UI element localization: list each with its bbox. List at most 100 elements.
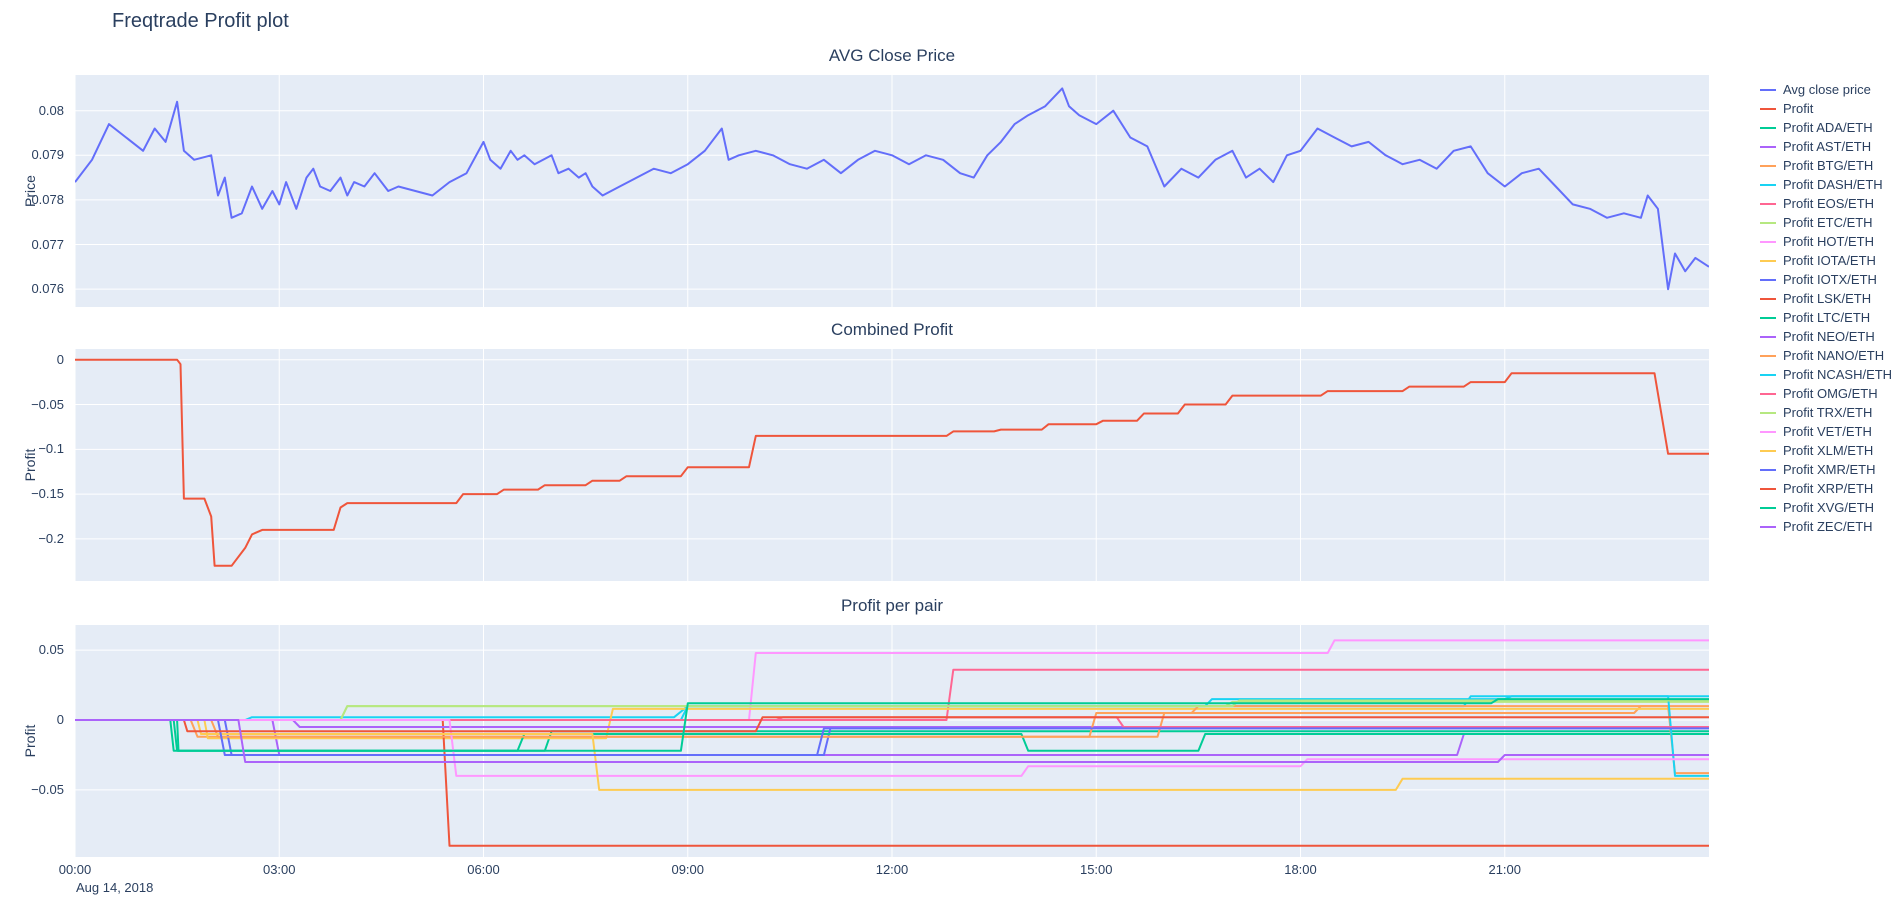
legend-item-profit-xrp-eth[interactable]: Profit XRP/ETH: [1760, 479, 1892, 498]
legend-label: Profit EOS/ETH: [1783, 196, 1875, 211]
series-profit: [75, 358, 1709, 567]
legend-line-swatch: [1760, 126, 1776, 129]
legend-label: Profit XRP/ETH: [1783, 481, 1874, 496]
legend-line-swatch: [1760, 449, 1776, 452]
legend-item-profit-etc-eth[interactable]: Profit ETC/ETH: [1760, 213, 1892, 232]
y-tick-label: 0.078: [31, 191, 64, 207]
plot-area-combined-profit[interactable]: [75, 349, 1709, 581]
legend-label: Profit XVG/ETH: [1783, 500, 1875, 515]
series-profit-vet-eth: [75, 719, 1709, 777]
legend-item-profit-zec-eth[interactable]: Profit ZEC/ETH: [1760, 517, 1892, 536]
legend-line-swatch: [1760, 107, 1776, 110]
subplot-title-profit-per-pair: Profit per pair: [840, 596, 944, 615]
legend-item-profit-iotx-eth[interactable]: Profit IOTX/ETH: [1760, 270, 1892, 289]
series-profit-zec-eth: [75, 719, 1709, 763]
legend-item-profit-ada-eth[interactable]: Profit ADA/ETH: [1760, 118, 1892, 137]
y-tick-label: −0.2: [38, 530, 64, 546]
series-avg-close-price: [75, 87, 1709, 291]
subplot-title-combined-profit: Combined Profit: [831, 320, 953, 339]
legend-item-profit-trx-eth[interactable]: Profit TRX/ETH: [1760, 403, 1892, 422]
legend-label: Profit IOTX/ETH: [1783, 272, 1877, 287]
legend-label: Profit AST/ETH: [1783, 139, 1872, 154]
legend-line-swatch: [1760, 88, 1776, 91]
x-tick-label: 18:00: [1284, 862, 1317, 877]
y-tick-label: 0.076: [31, 281, 64, 297]
legend-item-profit-xmr-eth[interactable]: Profit XMR/ETH: [1760, 460, 1892, 479]
y-tick-label: 0.079: [31, 147, 64, 163]
subplot-title-avg-close-price: AVG Close Price: [828, 46, 956, 65]
legend-item-profit-xvg-eth[interactable]: Profit XVG/ETH: [1760, 498, 1892, 517]
y-axis-tick-labels-profit-per-pair: 0.05 0 −0.05: [0, 625, 75, 857]
y-tick-label: 0.08: [38, 102, 64, 118]
legend-label: Profit HOT/ETH: [1783, 234, 1875, 249]
legend-item-avg-close-price[interactable]: Avg close price: [1760, 80, 1892, 99]
plot-area-avg-close-price[interactable]: [75, 75, 1709, 307]
legend-item-profit[interactable]: Profit: [1760, 99, 1892, 118]
x-tick-label: 03:00: [262, 862, 296, 877]
y-tick-label: −0.1: [38, 441, 64, 457]
legend-label: Profit LSK/ETH: [1783, 291, 1872, 306]
x-axis-date-label: Aug 14, 2018: [76, 880, 154, 895]
series-profit-ncash-eth: [75, 695, 1709, 777]
legend-line-swatch: [1760, 430, 1776, 433]
legend-item-profit-neo-eth[interactable]: Profit NEO/ETH: [1760, 327, 1892, 346]
legend: Avg close price Profit Profit ADA/ETH Profi…: [1760, 80, 1892, 536]
legend-item-profit-omg-eth[interactable]: Profit OMG/ETH: [1760, 384, 1892, 403]
legend-line-swatch: [1760, 487, 1776, 490]
legend-line-swatch: [1760, 392, 1776, 395]
y-axis-tick-labels-combined-profit: 0 −0.05 −0.1 −0.15 −0.2: [0, 349, 75, 581]
legend-line-swatch: [1760, 145, 1776, 148]
legend-line-swatch: [1760, 373, 1776, 376]
legend-item-profit-hot-eth[interactable]: Profit HOT/ETH: [1760, 232, 1892, 251]
legend-item-profit-lsk-eth[interactable]: Profit LSK/ETH: [1760, 289, 1892, 308]
legend-item-profit-xlm-eth[interactable]: Profit XLM/ETH: [1760, 441, 1892, 460]
legend-label: Profit NEO/ETH: [1783, 329, 1875, 344]
legend-line-swatch: [1760, 164, 1776, 167]
subplot-combined-profit: Combined Profit Profit 0 −0.05 −0.1 −0.15 −0…: [0, 320, 1896, 581]
legend-item-profit-ast-eth[interactable]: Profit AST/ETH: [1760, 137, 1892, 156]
legend-line-swatch: [1760, 240, 1776, 243]
y-tick-label: 0.05: [38, 642, 64, 658]
legend-line-swatch: [1760, 354, 1776, 357]
y-tick-label: −0.15: [31, 486, 64, 502]
y-tick-label: 0: [56, 351, 64, 367]
legend-item-profit-eos-eth[interactable]: Profit EOS/ETH: [1760, 194, 1892, 213]
y-tick-label: −0.05: [31, 396, 64, 412]
legend-line-swatch: [1760, 221, 1776, 224]
legend-item-profit-ncash-eth[interactable]: Profit NCASH/ETH: [1760, 365, 1892, 384]
legend-line-swatch: [1760, 525, 1776, 528]
legend-line-swatch: [1760, 297, 1776, 300]
y-tick-label: 0.077: [31, 236, 64, 252]
legend-label: Profit: [1783, 101, 1814, 116]
legend-label: Avg close price: [1783, 82, 1871, 97]
y-tick-label: −0.05: [31, 781, 64, 797]
legend-item-profit-nano-eth[interactable]: Profit NANO/ETH: [1760, 346, 1892, 365]
x-tick-label: 09:00: [671, 862, 705, 877]
legend-item-profit-iota-eth[interactable]: Profit IOTA/ETH: [1760, 251, 1892, 270]
legend-item-profit-dash-eth[interactable]: Profit DASH/ETH: [1760, 175, 1892, 194]
x-tick-label: 00:00: [58, 862, 92, 877]
plot-area-profit-per-pair[interactable]: [75, 625, 1709, 857]
legend-line-swatch: [1760, 335, 1776, 338]
legend-line-swatch: [1760, 506, 1776, 509]
subplot-avg-close-price: AVG Close Price Price 0.076 0.077 0.078 0.0…: [0, 46, 1896, 307]
legend-label: Profit TRX/ETH: [1783, 405, 1873, 420]
x-tick-label: 21:00: [1488, 862, 1522, 877]
x-tick-label: 15:00: [1079, 862, 1113, 877]
legend-item-profit-btg-eth[interactable]: Profit BTG/ETH: [1760, 156, 1892, 175]
legend-line-swatch: [1760, 468, 1776, 471]
legend-label: Profit LTC/ETH: [1783, 310, 1871, 325]
legend-item-profit-ltc-eth[interactable]: Profit LTC/ETH: [1760, 308, 1892, 327]
legend-line-swatch: [1760, 278, 1776, 281]
legend-label: Profit BTG/ETH: [1783, 158, 1874, 173]
legend-label: Profit IOTA/ETH: [1783, 253, 1876, 268]
legend-item-profit-vet-eth[interactable]: Profit VET/ETH: [1760, 422, 1892, 441]
x-tick-label: 12:00: [875, 862, 909, 877]
legend-line-swatch: [1760, 202, 1776, 205]
series-profit-btg-eth: [75, 705, 1709, 738]
subplot-profit-per-pair: Profit per pair Profit 0.05 0 −0.05: [0, 596, 1896, 857]
legend-label: Profit ZEC/ETH: [1783, 519, 1873, 534]
page-title: Freqtrade Profit plot: [112, 10, 289, 32]
y-axis-tick-labels-price: 0.076 0.077 0.078 0.079 0.08: [0, 75, 75, 307]
